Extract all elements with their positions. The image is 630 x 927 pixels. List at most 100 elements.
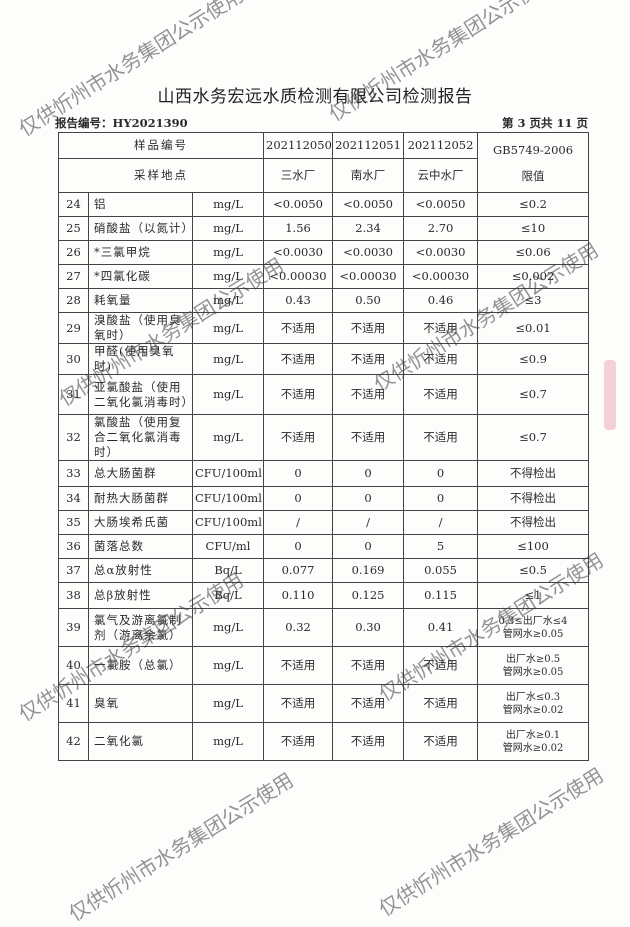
report-title: 山西水务宏远水质检测有限公司检测报告	[157, 87, 473, 107]
row-number: 31	[58, 374, 89, 415]
table-row: 32 氯酸盐（使用复合二氧化氯消毒时） mg/L 不适用 不适用 不适用 ≤0.7	[58, 414, 590, 461]
row-number: 36	[58, 534, 89, 559]
table-row: 34 耐热大肠菌群 CFU/100ml 0 0 0 不得检出	[58, 486, 590, 511]
row-number: 29	[58, 312, 89, 344]
value: 0	[403, 486, 479, 511]
unit: mg/L	[191, 608, 265, 647]
item-name: 菌落总数	[88, 534, 193, 559]
value: 不适用	[263, 684, 334, 723]
seal-edge	[604, 360, 616, 430]
value: 0.055	[403, 558, 479, 583]
value: 不适用	[263, 646, 334, 685]
unit: mg/L	[191, 684, 265, 723]
watermark: 仅供忻州市水务集团公示使用	[64, 767, 298, 926]
limit-value: ≤0.01	[477, 312, 590, 344]
item-name: *三氯甲烷	[88, 240, 193, 265]
limit-value: ≤0.2	[477, 192, 590, 217]
value: 0.125	[332, 582, 405, 609]
item-name: 耗氧量	[88, 288, 193, 313]
table-row: 31 亚氯酸盐（使用二氧化氯消毒时） mg/L 不适用 不适用 不适用 ≤0.7	[58, 374, 590, 415]
row-number: 41	[58, 684, 89, 723]
limit-value: ≤10	[477, 216, 590, 241]
limit-value: ≤0.06	[477, 240, 590, 265]
row-number: 28	[58, 288, 89, 313]
limit-value: ≤0.002	[477, 264, 590, 289]
value: 不适用	[332, 722, 405, 761]
watermark: 仅供忻州市水务集团公示使用	[324, 0, 558, 126]
value: 不适用	[403, 312, 479, 344]
table-row: 24 铝 mg/L <0.0050 <0.0050 <0.0050 ≤0.2	[58, 192, 590, 217]
value: 2.70	[403, 216, 479, 241]
sample-no: 202112050	[263, 132, 334, 159]
watermark: 仅供忻州市水务集团公示使用	[374, 762, 608, 921]
location-label: 采样地点	[57, 158, 265, 193]
item-name: 总β放射性	[88, 582, 193, 609]
unit: CFU/ml	[191, 534, 265, 559]
value: <0.00030	[263, 264, 334, 289]
table-row: 33 总大肠菌群 CFU/100ml 0 0 0 不得检出	[58, 460, 590, 487]
sample-no-label: 样品编号	[57, 132, 265, 159]
value: 不适用	[403, 684, 479, 723]
value: 不适用	[332, 646, 405, 685]
value: 0	[332, 534, 405, 559]
item-name: 二氧化氯	[88, 722, 193, 761]
item-name: 氯气及游离氯制剂（游离余氯）	[88, 608, 193, 647]
item-name: 亚氯酸盐（使用二氧化氯消毒时）	[88, 374, 193, 415]
table-row: 41 臭氧 mg/L 不适用 不适用 不适用 出厂水≤0.3 管网水≥0.02	[58, 684, 590, 723]
row-number: 39	[58, 608, 89, 647]
value: 不适用	[403, 722, 479, 761]
value: 不适用	[332, 343, 405, 375]
value: 0	[263, 460, 334, 487]
limit-value: ≤0.5	[477, 558, 590, 583]
value: 0.077	[263, 558, 334, 583]
row-number: 26	[58, 240, 89, 265]
value: 0.115	[403, 582, 479, 609]
row-number: 27	[58, 264, 89, 289]
page-number: 第 3 页共 11 页	[501, 116, 588, 130]
table-row: 26 *三氯甲烷 mg/L <0.0030 <0.0030 <0.0030 ≤0.06	[58, 240, 590, 265]
table-row: 27 *四氯化碳 mg/L <0.00030 <0.00030 <0.00030 ≤0.00…	[58, 264, 590, 289]
limit-value: 不得检出	[477, 460, 590, 487]
location: 南水厂	[332, 158, 405, 193]
value: 不适用	[403, 343, 479, 375]
table-row: 25 硝酸盐（以氮计） mg/L 1.56 2.34 2.70 ≤10	[58, 216, 590, 241]
unit: mg/L	[191, 343, 265, 375]
value: 0	[263, 486, 334, 511]
value: 0	[332, 486, 405, 511]
value: 不适用	[403, 646, 479, 685]
table-row: 35 大肠埃希氏菌 CFU/100ml / / / 不得检出	[58, 510, 590, 535]
item-name: 氯酸盐（使用复合二氧化氯消毒时）	[88, 414, 193, 461]
value: <0.0030	[263, 240, 334, 265]
value: 0.30	[332, 608, 405, 647]
limit-value: 0.3≤出厂水≤4 管网水≥0.05	[477, 608, 590, 647]
limit-value: 出厂水≥0.1 管网水≥0.02	[477, 722, 590, 761]
value: 0	[263, 534, 334, 559]
unit: mg/L	[191, 374, 265, 415]
value: <0.0050	[332, 192, 405, 217]
limit-value: 不得检出	[477, 486, 590, 511]
value: 0.50	[332, 288, 405, 313]
table-row: 37 总α放射性 Bq/L 0.077 0.169 0.055 ≤0.5	[58, 558, 590, 583]
item-name: 铝	[88, 192, 193, 217]
value: 5	[403, 534, 479, 559]
item-name: *四氯化碳	[88, 264, 193, 289]
table-row: 30 甲醛(使用臭氧时) mg/L 不适用 不适用 不适用 ≤0.9	[58, 343, 590, 375]
value: <0.0050	[403, 192, 479, 217]
value: 2.34	[332, 216, 405, 241]
results-table: 样品编号 202112050 202112051 202112052 GB574…	[57, 132, 590, 761]
value: 不适用	[263, 343, 334, 375]
item-name: 大肠埃希氏菌	[88, 510, 193, 535]
limit-value: ≤0.7	[477, 374, 590, 415]
item-name: 总大肠菌群	[88, 460, 193, 487]
unit: mg/L	[191, 288, 265, 313]
value: 不适用	[332, 312, 405, 344]
value: 不适用	[332, 414, 405, 461]
location: 云中水厂	[403, 158, 479, 193]
row-number: 32	[58, 414, 89, 461]
unit: mg/L	[191, 312, 265, 344]
row-number: 42	[58, 722, 89, 761]
item-name: 总α放射性	[88, 558, 193, 583]
row-number: 40	[58, 646, 89, 685]
limit-value: 不得检出	[477, 510, 590, 535]
unit: Bq/L	[191, 558, 265, 583]
